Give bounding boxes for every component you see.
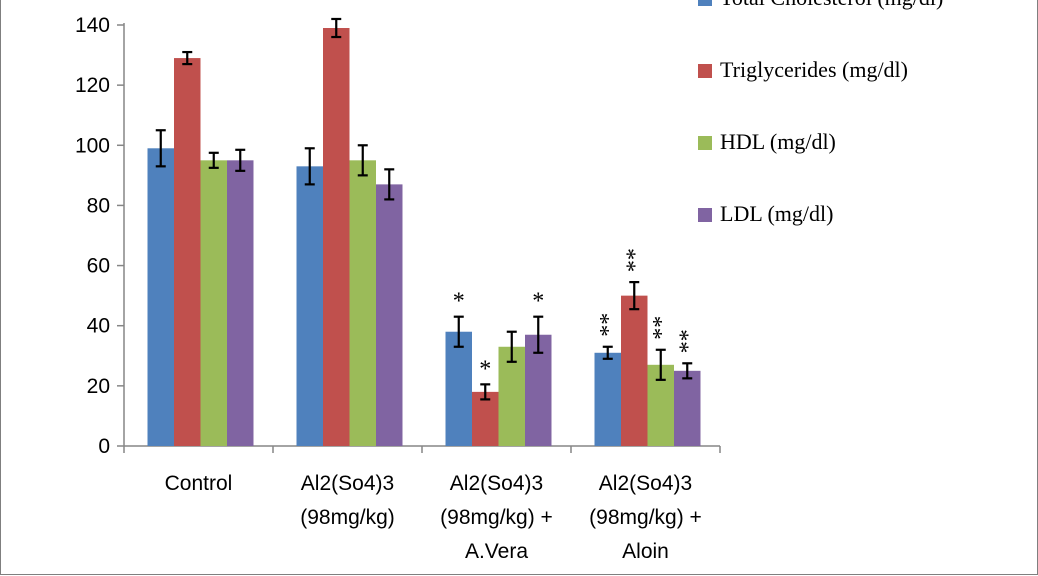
y-tick-label: 60 xyxy=(87,255,110,278)
bar xyxy=(323,28,350,447)
y-tick-label: 120 xyxy=(75,74,110,97)
significance-marker: * xyxy=(479,356,491,382)
legend-swatch xyxy=(698,208,712,222)
legend-swatch xyxy=(698,64,712,78)
x-category-label: (98mg/kg) xyxy=(300,506,395,529)
bar xyxy=(147,148,174,447)
bar xyxy=(594,352,621,446)
y-tick-label: 140 xyxy=(75,14,110,37)
significance-marker: ** xyxy=(596,313,622,337)
bar xyxy=(296,166,323,447)
bar xyxy=(200,160,227,447)
x-category-label: Control xyxy=(165,472,233,495)
bar xyxy=(498,346,525,446)
x-category-label: A.Vera xyxy=(465,540,528,563)
bar xyxy=(472,391,499,446)
bar xyxy=(349,160,376,447)
x-category-label: Al2(So4)3 xyxy=(301,472,394,495)
x-category-label: Al2(So4)3 xyxy=(450,472,543,495)
bar xyxy=(674,370,701,446)
significance-marker: ** xyxy=(622,248,648,272)
legend-label: LDL (mg/dl) xyxy=(720,201,833,226)
significance-marker: ** xyxy=(675,329,701,353)
y-tick-label: 80 xyxy=(87,194,110,217)
bar xyxy=(376,184,403,446)
significance-marker: * xyxy=(532,289,544,315)
bar xyxy=(445,331,472,446)
significance-marker: * xyxy=(453,289,465,315)
bar xyxy=(621,295,648,446)
x-category-label: Al2(So4)3 xyxy=(599,472,692,495)
y-tick-label: 40 xyxy=(87,315,110,338)
bar xyxy=(174,58,201,446)
significance-marker: ** xyxy=(649,316,675,340)
legend-swatch xyxy=(698,136,712,150)
y-tick-label: 20 xyxy=(87,375,110,398)
x-category-label: (98mg/kg) + xyxy=(589,506,702,529)
y-tick-label: 0 xyxy=(98,435,110,458)
legend-label: Triglycerides (mg/dl) xyxy=(720,57,908,82)
bar xyxy=(227,160,254,447)
legend-label: Total Cholesterol (mg/dl) xyxy=(720,0,943,10)
y-tick-label: 100 xyxy=(75,134,110,157)
x-category-label: (98mg/kg) + xyxy=(440,506,553,529)
legend-swatch xyxy=(698,0,712,6)
x-category-label: Aloin xyxy=(622,540,669,563)
legend-label: HDL (mg/dl) xyxy=(720,129,836,154)
